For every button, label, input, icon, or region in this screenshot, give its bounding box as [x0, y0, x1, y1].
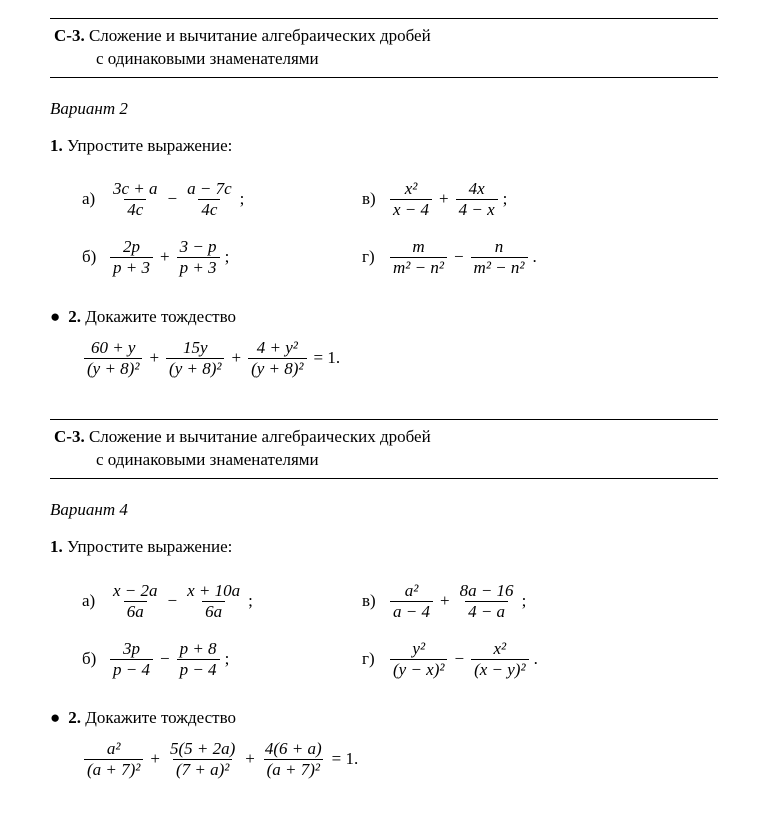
item-label-2g: г) — [362, 648, 388, 671]
frac: a² (a + 7)² — [84, 740, 143, 779]
item-2b: б) 3p p − 4 − p + 8 p − 4 ; — [82, 637, 362, 681]
item-1b: б) 2p p + 3 + 3 − p p + 3 ; — [82, 236, 362, 280]
task1-items-1: а) 3c + a 4c − a − 7c 4c ; б) 2p p + 3 +… — [82, 168, 718, 294]
frac: n m² − n² — [471, 238, 528, 277]
item-label-2b: б) — [82, 648, 108, 671]
task2-header-1: ● 2. Докажите тождество — [66, 306, 718, 329]
item-label-2a: а) — [82, 590, 108, 613]
item-1a: а) 3c + a 4c − a − 7c 4c ; — [82, 178, 362, 222]
frac: 4(6 + a) (a + 7)² — [262, 740, 325, 779]
item-label-1v: в) — [362, 188, 388, 211]
task1-text-2: Упростите выражение: — [67, 537, 232, 556]
task1-header-2: 1. Упростите выражение: — [50, 536, 718, 559]
task1-header-1: 1. Упростите выражение: — [50, 135, 718, 158]
item-label-1b: б) — [82, 246, 108, 269]
frac: a² a − 4 — [390, 582, 433, 621]
task2-header-2: ● 2. Докажите тождество — [66, 707, 718, 730]
frac: x² x − 4 — [390, 180, 432, 219]
frac: 15y (y + 8)² — [166, 339, 224, 378]
task1-num-2: 1. — [50, 537, 63, 556]
section-label-1: С-3. — [54, 26, 85, 45]
frac: 3p p − 4 — [110, 640, 153, 679]
item-label-1a: а) — [82, 188, 108, 211]
frac: 60 + y (y + 8)² — [84, 339, 142, 378]
frac: x² (x − y)² — [471, 640, 528, 679]
frac: 4x 4 − x — [456, 180, 498, 219]
frac: 3c + a 4c — [110, 180, 161, 219]
item-1v: в) x² x − 4 + 4x 4 − x ; — [362, 178, 642, 222]
item-2a: а) x − 2a 6a − x + 10a 6a ; — [82, 579, 362, 623]
frac: x − 2a 6a — [110, 582, 161, 621]
variant-1: Вариант 2 — [50, 98, 718, 121]
frac: m m² − n² — [390, 238, 447, 277]
section-header-1: С-3. Сложение и вычитание алгебраических… — [50, 18, 718, 78]
frac: y² (y − x)² — [390, 640, 447, 679]
variant-2: Вариант 4 — [50, 499, 718, 522]
section-title-2a: Сложение и вычитание алгебраических дроб… — [89, 427, 431, 446]
section-title-2b: с одинаковыми знаменателями — [50, 449, 718, 472]
task2-num-1: 2. — [68, 307, 81, 326]
frac: 8a − 16 4 − a — [457, 582, 517, 621]
item-2g: г) y² (y − x)² − x² (x − y)² . — [362, 637, 642, 681]
task1-items-2: а) x − 2a 6a − x + 10a 6a ; б) 3p p − 4 … — [82, 569, 718, 695]
section-title-1b: с одинаковыми знаменателями — [50, 48, 718, 71]
task1-num-1: 1. — [50, 136, 63, 155]
task2-text-1: Докажите тождество — [85, 307, 236, 326]
identity-2: a² (a + 7)² + 5(5 + 2a) (7 + a)² + 4(6 +… — [82, 740, 718, 779]
section-title-1a: Сложение и вычитание алгебраических дроб… — [89, 26, 431, 45]
item-1g: г) m m² − n² − n m² − n² . — [362, 236, 642, 280]
item-2v: в) a² a − 4 + 8a − 16 4 − a ; — [362, 579, 642, 623]
task2-text-2: Докажите тождество — [85, 708, 236, 727]
frac: 2p p + 3 — [110, 238, 153, 277]
frac: 3 − p p + 3 — [177, 238, 220, 277]
bullet-icon: ● — [50, 707, 64, 730]
item-label-2v: в) — [362, 590, 388, 613]
task1-text-1: Упростите выражение: — [67, 136, 232, 155]
frac: p + 8 p − 4 — [177, 640, 220, 679]
task2-num-2: 2. — [68, 708, 81, 727]
item-label-1g: г) — [362, 246, 388, 269]
frac: 5(5 + 2a) (7 + a)² — [167, 740, 238, 779]
frac: a − 7c 4c — [184, 180, 235, 219]
frac: x + 10a 6a — [184, 582, 243, 621]
bullet-icon: ● — [50, 306, 64, 329]
identity-1: 60 + y (y + 8)² + 15y (y + 8)² + 4 + y² … — [82, 339, 718, 378]
frac: 4 + y² (y + 8)² — [248, 339, 306, 378]
section-header-2: С-3. Сложение и вычитание алгебраических… — [50, 419, 718, 479]
section-label-2: С-3. — [54, 427, 85, 446]
